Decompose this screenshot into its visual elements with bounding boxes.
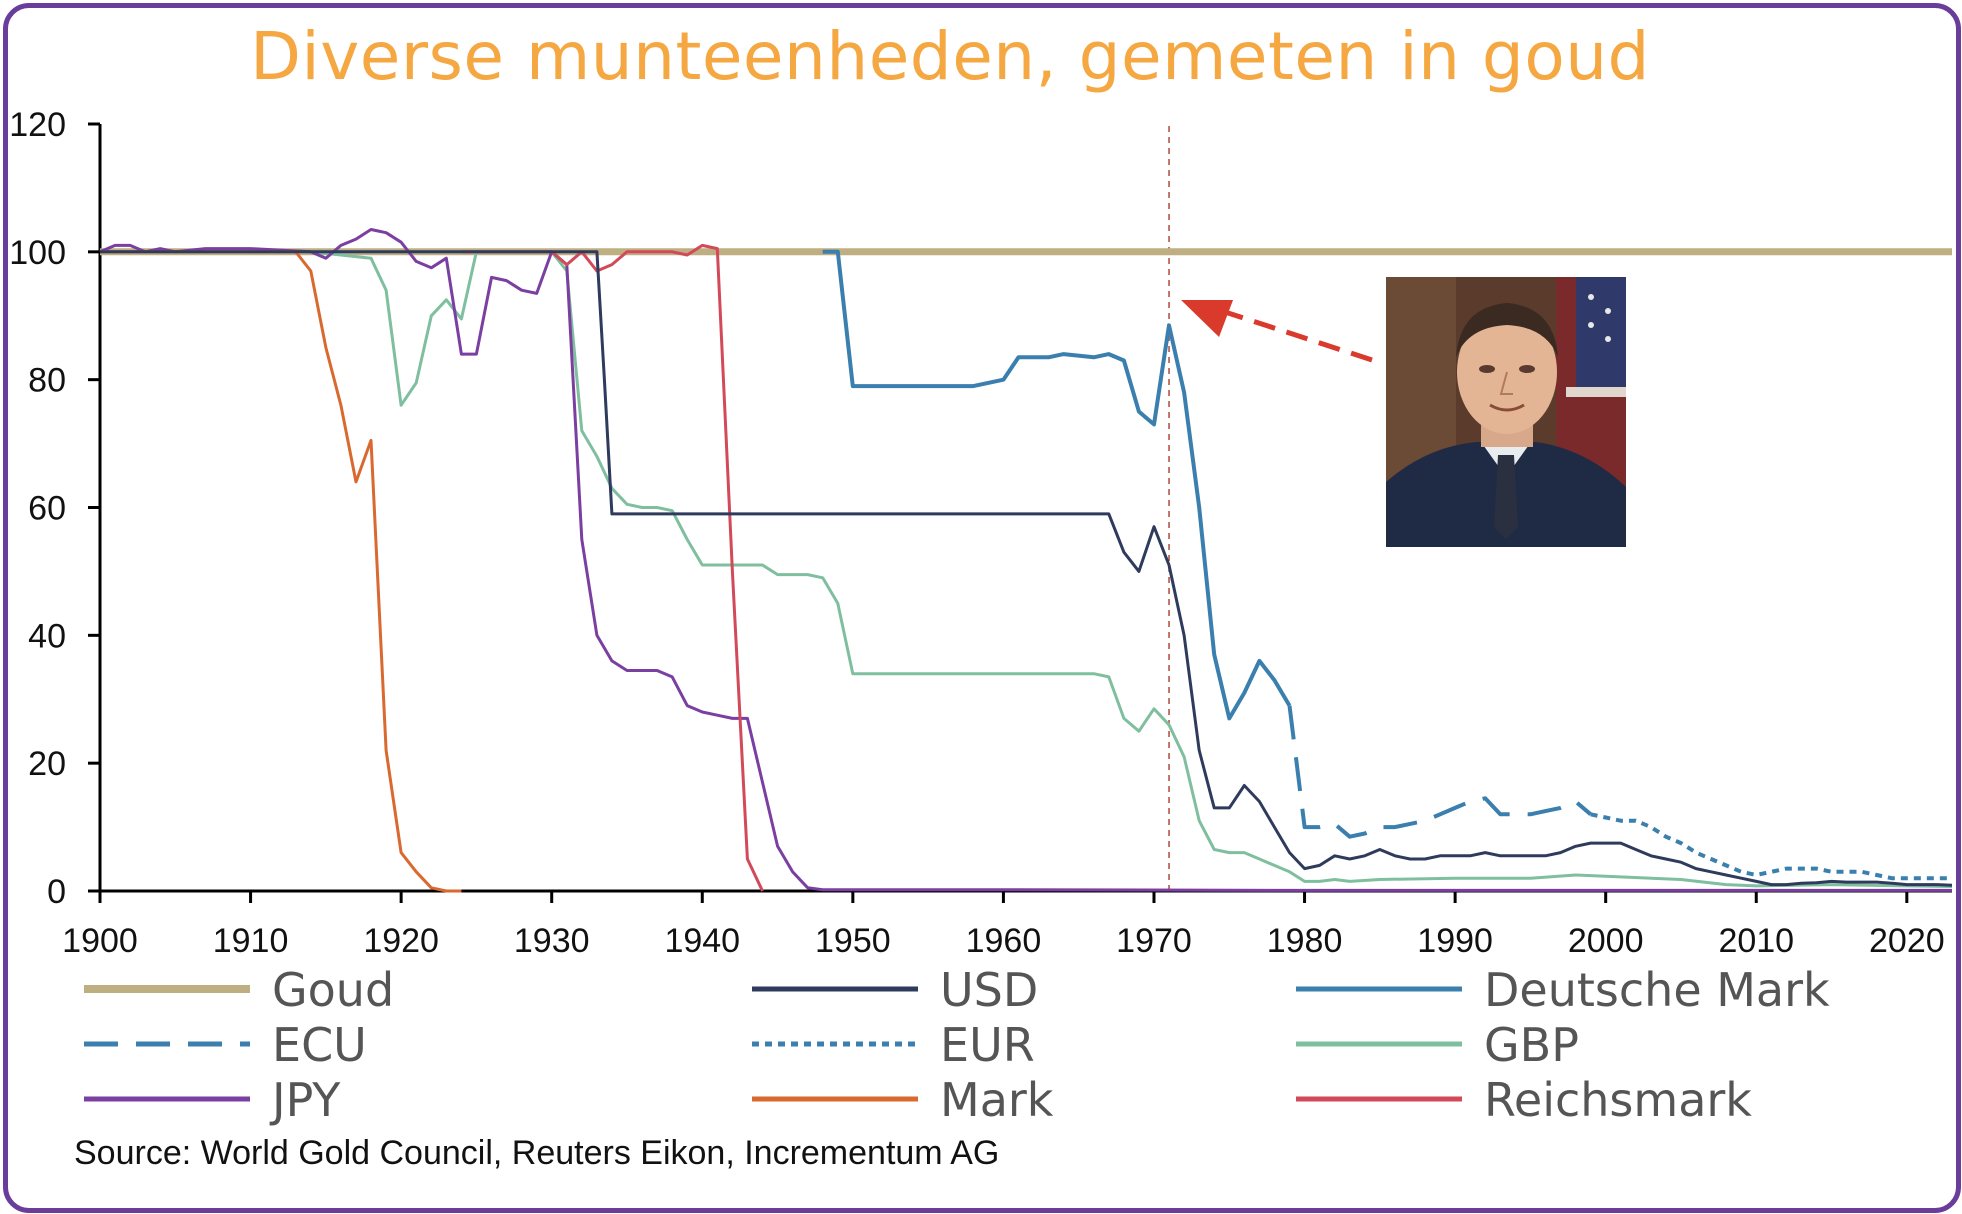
x-axis: 1900 1910 1920 1930 1940 1950 1960 1970 1980 1990… (62, 889, 1952, 960)
x-tick-label: 1980 (1267, 922, 1343, 960)
legend-label: Goud (272, 963, 394, 1017)
source-note: Source: World Gold Council, Reuters Eiko… (74, 1134, 1000, 1172)
series-line-usd (100, 250, 1953, 887)
x-tick-label: 1960 (966, 922, 1042, 960)
legend-label: JPY (269, 1073, 341, 1127)
y-axis: 0 20 40 60 80 100 120 (9, 106, 102, 911)
y-tick-label: 80 (28, 362, 66, 400)
annotations (1168, 126, 1373, 891)
x-tick-label: 1910 (213, 922, 289, 960)
y-tick-label: 0 (47, 873, 66, 911)
series-line-ecu (1287, 705, 1592, 839)
x-tick-label: 2020 (1869, 922, 1945, 960)
legend-label: GBP (1484, 1018, 1579, 1072)
x-tick-label: 1920 (363, 922, 439, 960)
x-tick-label: 1940 (664, 922, 740, 960)
y-tick-label: 40 (28, 617, 66, 655)
arrow-head (1181, 300, 1234, 337)
legend-label: EUR (940, 1018, 1035, 1072)
legend-label: Deutsche Mark (1484, 963, 1830, 1017)
x-tick-label: 1970 (1116, 922, 1192, 960)
series-line-reichsmark (461, 243, 764, 892)
x-tick-label: 1900 (62, 922, 138, 960)
legend-label: Reichsmark (1484, 1073, 1752, 1127)
x-tick-label: 1990 (1417, 922, 1493, 960)
y-tick-label: 20 (28, 745, 66, 783)
legend: Goud USD Deutsche Mark ECU EUR GBP JPY Mark Reic… (84, 963, 1830, 1127)
x-tick-label: 2010 (1718, 922, 1794, 960)
y-tick-label: 60 (28, 490, 66, 528)
series-lines (99, 228, 1953, 893)
x-tick-label: 1950 (815, 922, 891, 960)
chart-frame (3, 3, 1961, 1213)
legend-label: Mark (940, 1073, 1054, 1127)
x-tick-label: 1930 (514, 922, 590, 960)
x-tick-label: 2000 (1568, 922, 1644, 960)
y-tick-label: 100 (9, 234, 66, 272)
chart-title: Diverse munteenheden, gemeten in goud (250, 18, 1650, 95)
legend-label: USD (940, 963, 1038, 1017)
series-line-mark (100, 250, 462, 893)
legend-label: ECU (272, 1018, 367, 1072)
y-tick-label: 120 (9, 106, 66, 144)
series-line-deutsche-mark (822, 249, 1292, 721)
arrow-shaft (1224, 309, 1373, 363)
portrait-photo (1386, 277, 1626, 547)
series-line-jpy (99, 228, 1952, 892)
series-line-eur (1590, 812, 1952, 881)
